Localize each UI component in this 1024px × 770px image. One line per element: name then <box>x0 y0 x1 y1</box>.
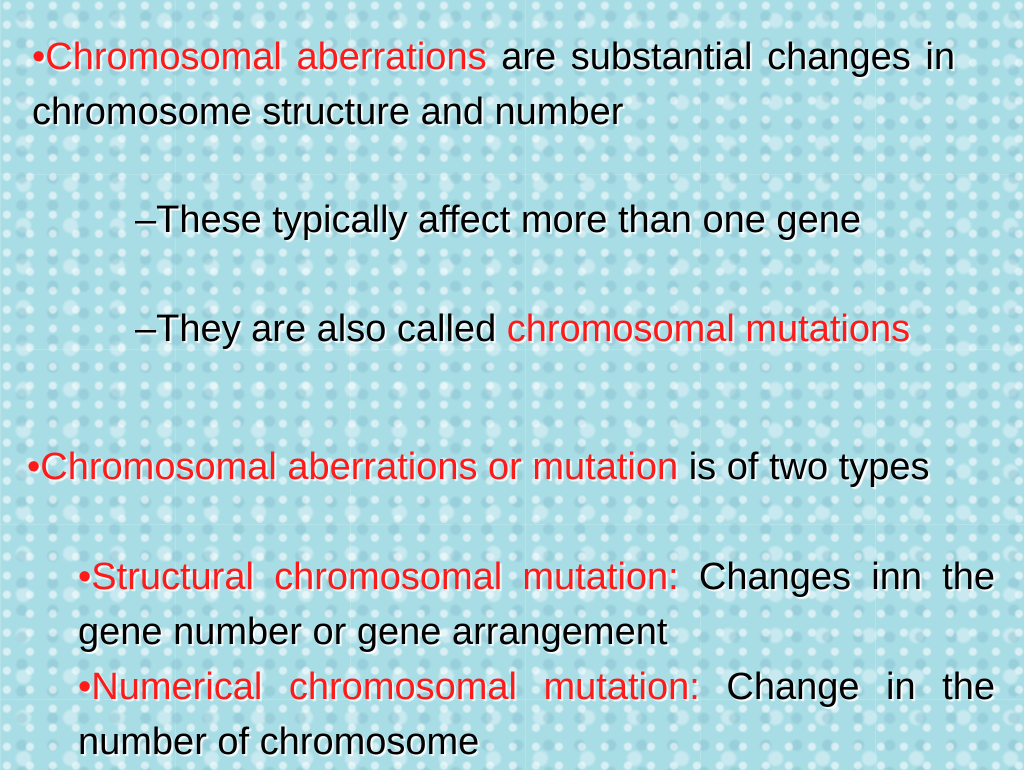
text-run: are substantial changes in chromosome st… <box>32 36 955 133</box>
sub-bullet-paragraph: •Structural chromosomal mutation: Change… <box>78 550 995 660</box>
text-run: •Structural chromosomal mutation: <box>78 556 679 598</box>
sub-bullet-paragraph: •Numerical chromosomal mutation: Change … <box>78 660 995 770</box>
bullet-paragraph: •Chromosomal aberrations are substantial… <box>32 30 955 140</box>
text-run: chromosomal mutations <box>506 308 911 350</box>
text-run: Change in the number of chromosome <box>78 666 995 763</box>
sub-bullet-paragraph: –These typically affect more than one ge… <box>135 193 955 248</box>
text-run: –These typically affect more than one ge… <box>135 199 861 241</box>
text-run: •Chromosomal aberrations <box>32 36 487 78</box>
text-run: is of two types <box>678 446 930 488</box>
text-run: –They are also called <box>135 308 507 350</box>
text-run: •Chromosomal aberrations or mutation <box>27 446 679 488</box>
bullet-paragraph: •Chromosomal aberrations or mutation is … <box>27 440 995 495</box>
sub-bullet-paragraph: –They are also called chromosomal mutati… <box>135 302 955 357</box>
text-run: Changes inn the gene number or gene arra… <box>78 556 995 653</box>
text-run: •Numerical chromosomal mutation: <box>78 666 700 708</box>
